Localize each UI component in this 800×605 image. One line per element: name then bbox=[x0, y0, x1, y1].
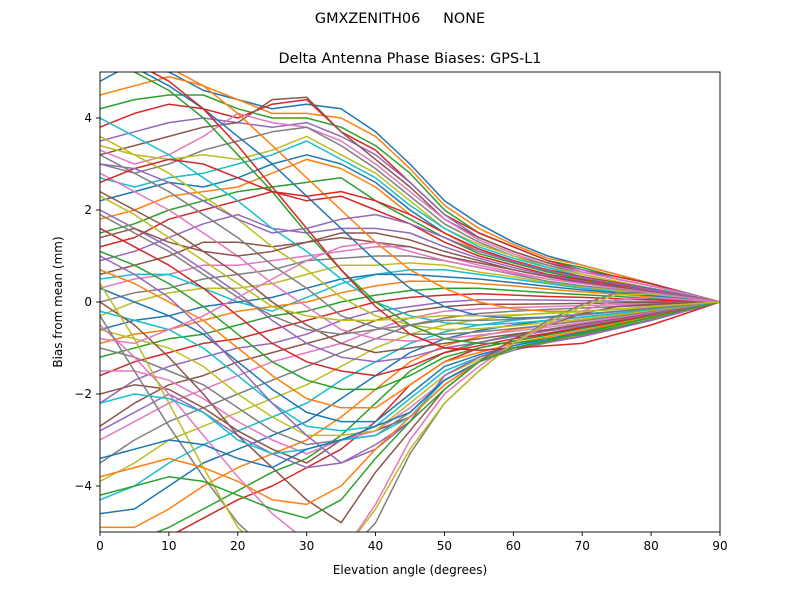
series-line-6 bbox=[100, 96, 720, 303]
series-line-42 bbox=[100, 269, 720, 409]
x-tick-label: 70 bbox=[575, 539, 590, 553]
y-tick-label: 0 bbox=[84, 295, 92, 309]
y-axis-ticks: −4 −2 0 2 4 bbox=[74, 111, 100, 493]
series-line-25 bbox=[100, 298, 720, 404]
series-line-43 bbox=[100, 250, 720, 391]
series-line-64 bbox=[100, 158, 720, 303]
series-layer bbox=[100, 72, 720, 532]
series-line-44 bbox=[100, 227, 720, 377]
x-tick-label: 80 bbox=[643, 539, 658, 553]
x-tick-label: 20 bbox=[230, 539, 245, 553]
series-line-54 bbox=[150, 72, 720, 352]
x-axis-label: Elevation angle (degrees) bbox=[333, 563, 487, 577]
series-line-66 bbox=[100, 227, 720, 303]
y-axis-label: Bias from mean (mm) bbox=[51, 236, 65, 367]
plot-frame bbox=[99, 71, 721, 533]
x-tick-label: 40 bbox=[368, 539, 383, 553]
series-line-58 bbox=[100, 292, 720, 532]
series-line-7 bbox=[100, 112, 720, 303]
y-tick-label: −2 bbox=[74, 387, 92, 401]
series-line-24 bbox=[100, 292, 720, 377]
series-line-56 bbox=[100, 301, 720, 524]
series-line-47 bbox=[100, 172, 720, 342]
series-line-39 bbox=[100, 301, 720, 437]
series-line-3 bbox=[100, 94, 720, 303]
series-line-45 bbox=[100, 209, 720, 363]
x-tick-label: 10 bbox=[161, 539, 176, 553]
series-line-63 bbox=[100, 301, 720, 519]
x-tick-label: 30 bbox=[299, 539, 314, 553]
x-tick-label: 0 bbox=[96, 539, 104, 553]
series-line-50 bbox=[100, 117, 720, 326]
series-line-26 bbox=[100, 301, 720, 427]
x-axis-ticks: 0 10 20 30 40 50 60 70 80 90 bbox=[96, 532, 728, 553]
series-line-68 bbox=[100, 213, 720, 335]
y-tick-label: 4 bbox=[84, 111, 92, 125]
series-line-57 bbox=[100, 296, 720, 532]
x-tick-label: 90 bbox=[712, 539, 727, 553]
figure-suptitle: GMXZENITH06 NONE bbox=[315, 11, 485, 27]
series-line-9 bbox=[100, 135, 720, 303]
series-line-65 bbox=[100, 163, 720, 303]
y-tick-label: 2 bbox=[84, 203, 92, 217]
chart-title: Delta Antenna Phase Biases: GPS-L1 bbox=[279, 51, 542, 67]
series-line-18 bbox=[100, 255, 720, 303]
series-line-67 bbox=[100, 241, 720, 345]
y-tick-label: −4 bbox=[74, 479, 92, 493]
series-line-69 bbox=[100, 195, 720, 322]
x-tick-label: 60 bbox=[506, 539, 521, 553]
x-tick-label: 50 bbox=[437, 539, 452, 553]
